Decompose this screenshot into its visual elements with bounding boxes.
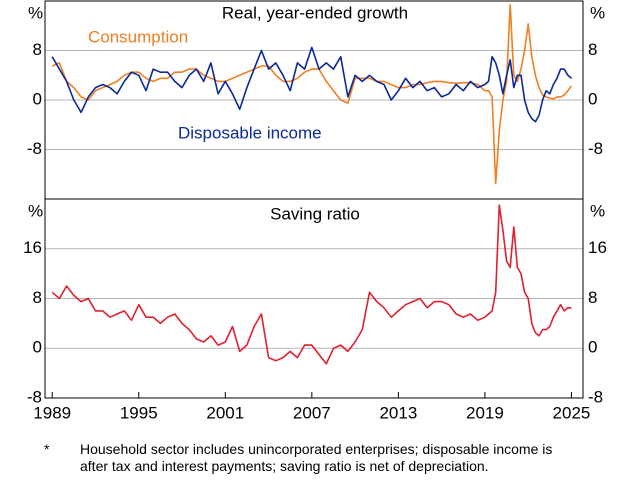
y-tick-label: 16 [23, 238, 42, 257]
y2-tick-label: 0 [588, 338, 597, 357]
x-tick-label: 2019 [466, 403, 504, 422]
y-tick-label: 8 [33, 288, 42, 307]
y-tick-label: 0 [33, 338, 42, 357]
series-line [51, 3, 573, 185]
series-line [51, 204, 572, 365]
y2-tick-label: 8 [588, 288, 597, 307]
x-tick-label: 2013 [379, 403, 417, 422]
footnote-text: Household sector includes unincorporated… [80, 441, 553, 474]
y2-unit-label: % [590, 201, 605, 220]
footnote-marker: * [44, 441, 50, 457]
y-tick-label: -8 [27, 387, 42, 406]
series-label: Disposable income [178, 123, 322, 142]
y2-tick-label: 16 [588, 238, 607, 257]
y2-tick-label: -8 [588, 139, 603, 158]
y2-unit-label: % [590, 3, 605, 22]
x-tick-label: 2007 [293, 403, 331, 422]
y-tick-label: -8 [27, 139, 42, 158]
y-tick-label: 8 [33, 40, 42, 59]
panel-title: Saving ratio [270, 204, 360, 223]
series-label: Consumption [88, 27, 188, 46]
y2-tick-label: -8 [588, 387, 603, 406]
y2-tick-label: 8 [588, 40, 597, 59]
x-tick-label: 2001 [206, 403, 244, 422]
y-tick-label: 0 [33, 89, 42, 108]
y2-tick-label: 0 [588, 89, 597, 108]
y-unit-label: % [28, 201, 43, 220]
footnote: * Household sector includes unincorporat… [44, 441, 604, 475]
panel-title: Real, year-ended growth [222, 3, 408, 22]
x-tick-label: 2025 [553, 403, 591, 422]
y-unit-label: % [28, 3, 43, 22]
series-line [51, 46, 573, 123]
x-tick-label: 1995 [120, 403, 158, 422]
chart: -8 -8 0 0 8 8% % Real, year-ended growth Consump… [23, 0, 607, 422]
x-tick-label: 1989 [33, 403, 71, 422]
